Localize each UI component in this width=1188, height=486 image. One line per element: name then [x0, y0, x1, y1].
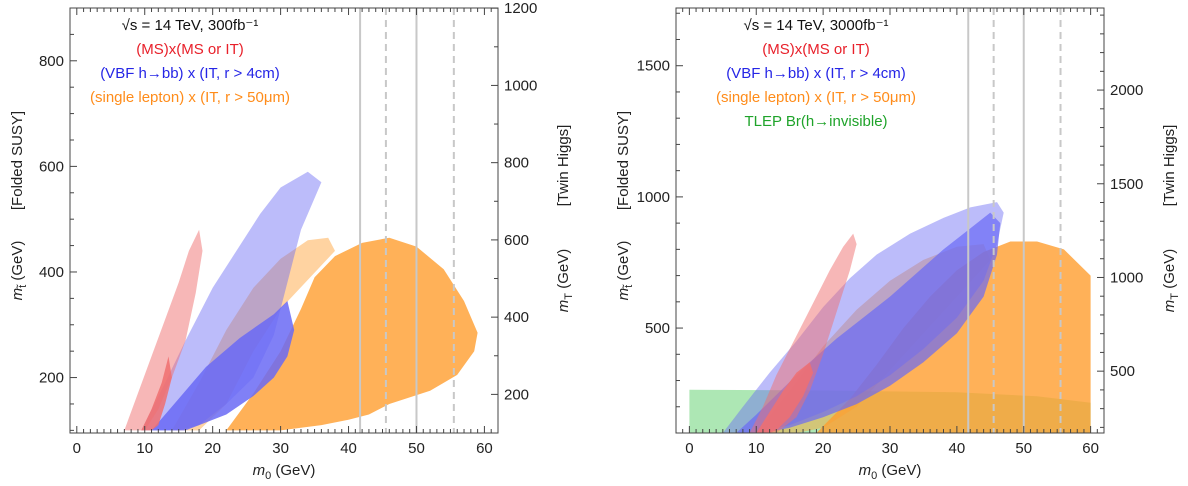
y2-axis-label: mT (GeV) [555, 249, 575, 312]
legend-entry: (VBF h→bb) x (IT, r > 4cm) [726, 65, 906, 82]
y-tick-label: 1000 [637, 189, 670, 206]
y-tick-label: 800 [39, 53, 64, 70]
legend-entry: (MS)x(MS or IT) [762, 41, 869, 58]
y2-axis-tag: [Twin Higgs] [1161, 125, 1178, 207]
region-ms-x-ms-or-it-dark [141, 356, 172, 431]
x-tick-label: 10 [136, 440, 153, 457]
plot-area [689, 8, 1091, 433]
x-tick-label: 30 [272, 440, 289, 457]
legend-header: √s = 14 TeV, 3000fb⁻¹ [743, 17, 888, 34]
y-tick-label: 400 [39, 264, 64, 281]
legend-entry: (MS)x(MS or IT) [136, 41, 243, 58]
y2-tick-label: 1000 [1110, 269, 1143, 286]
y2-tick-label: 1000 [504, 77, 537, 94]
x-tick-label: 60 [476, 440, 493, 457]
left-panel: 0 10 20 30 40 50 60 200 400 600 800 200 400 600 800 100… [9, 0, 575, 482]
x-axis-label: m0 (GeV) [859, 462, 922, 482]
x-tick-label: 40 [949, 440, 966, 457]
x-tick-label: 10 [748, 440, 765, 457]
legend-entry: (VBF h→bb) x (IT, r > 4cm) [100, 65, 280, 82]
y2-tick-label: 200 [504, 386, 529, 403]
region-single-lepton-x-it-r-50-m-dark [226, 237, 478, 431]
y-axis-label: mt̃ (GeV) [615, 241, 635, 301]
y2-tick-label: 600 [504, 232, 529, 249]
x-tick-label: 20 [815, 440, 832, 457]
plot-area [124, 8, 478, 433]
y2-tick-label: 2000 [1110, 82, 1143, 99]
x-tick-label: 50 [1015, 440, 1032, 457]
y-axis-tag: [Folded SUSY] [615, 111, 632, 210]
x-tick-label: 60 [1082, 440, 1099, 457]
x-tick-label: 30 [882, 440, 899, 457]
y-tick-label: 200 [39, 370, 64, 387]
y2-tick-label: 500 [1110, 363, 1135, 380]
y2-axis-tag: [Twin Higgs] [555, 125, 572, 207]
x-tick-label: 0 [73, 440, 81, 457]
legend-entry: TLEP Br(h→invisible) [744, 113, 887, 130]
x-tick-label: 50 [408, 440, 425, 457]
x-tick-label: 20 [204, 440, 221, 457]
y2-tick-label: 1200 [504, 0, 537, 17]
y-axis-label: mt̃ (GeV) [9, 241, 29, 301]
y2-axis-label: mT (GeV) [1161, 249, 1181, 312]
region-vbf-h-bb-x-it-r-4cm-light [141, 171, 322, 431]
region-ms-x-ms-or-it-dark [756, 362, 814, 433]
y-tick-label: 600 [39, 158, 64, 175]
legend-header: √s = 14 TeV, 300fb⁻¹ [122, 17, 259, 34]
y-axis-tag: [Folded SUSY] [9, 111, 26, 210]
plot-frame [69, 7, 499, 434]
right-panel: 0 10 20 30 40 50 60 500 1000 1500 500 1000 1500 2000 m… [615, 7, 1181, 482]
x-axis-label: m0 (GeV) [253, 462, 316, 482]
region-vbf-h-bb-x-it-r-4cm-dark [151, 301, 295, 431]
y2-tick-label: 400 [504, 309, 529, 326]
y-tick-label: 500 [645, 320, 670, 337]
legend-entry: (single lepton) x (IT, r > 50μm) [716, 89, 916, 106]
region-ms-x-ms-or-it-light [749, 233, 857, 433]
y2-tick-label: 800 [504, 155, 529, 172]
legend-entry: (single lepton) x (IT, r > 50μm) [90, 89, 290, 106]
x-tick-label: 0 [685, 440, 693, 457]
x-tick-label: 40 [340, 440, 357, 457]
region-ms-x-ms-or-it-light [124, 229, 203, 431]
y2-tick-label: 1500 [1110, 176, 1143, 193]
y-tick-label: 1500 [637, 58, 670, 75]
